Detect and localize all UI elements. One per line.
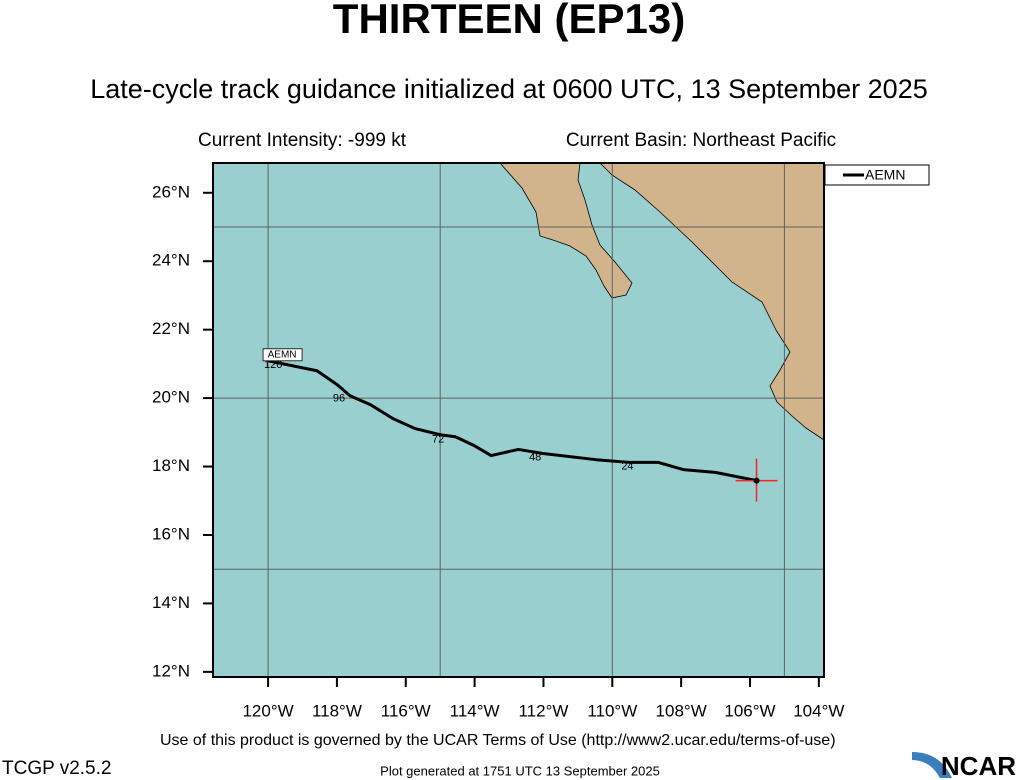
x-tick-label: 110°W <box>587 701 637 720</box>
hour-label: 96 <box>333 393 345 405</box>
y-tick-label: 24°N <box>152 251 190 270</box>
track-end-label-box <box>262 348 303 362</box>
title: THIRTEEN (EP13) <box>333 0 685 42</box>
hour-label: 24 <box>621 460 633 472</box>
info-intensity: Current Intensity: -999 kt <box>198 130 407 151</box>
hour-label: 120 <box>264 359 282 371</box>
x-tick-label: 120°W <box>242 701 293 720</box>
subtitle: Late-cycle track guidance initialized at… <box>90 74 927 104</box>
map-frame <box>212 162 825 678</box>
version: TCGP v2.5.2 <box>2 758 111 779</box>
legend-label: AEMN <box>865 167 905 183</box>
y-tick-label: 22°N <box>152 319 190 338</box>
y-tick-label: 16°N <box>152 524 190 543</box>
x-tick-label: 116°W <box>381 701 431 720</box>
current-position <box>753 477 760 484</box>
legend-box <box>824 164 930 186</box>
track-end-label: AEMN <box>268 349 297 360</box>
x-tick-label: 104°W <box>793 701 844 720</box>
hour-label: 48 <box>529 452 541 464</box>
mainland <box>599 162 825 441</box>
info-basin: Current Basin: Northeast Pacific <box>566 130 836 151</box>
track-line <box>267 359 757 483</box>
y-tick-label: 14°N <box>152 593 190 612</box>
footer: Use of this product is governed by the U… <box>160 732 836 749</box>
logo: NCAR <box>941 751 1016 780</box>
y-tick-label: 12°N <box>152 661 190 680</box>
logo-mark <box>912 752 952 778</box>
hour-label: 72 <box>432 433 444 445</box>
generated: Plot generated at 1751 UTC 13 September … <box>380 763 660 778</box>
x-tick-label: 108°W <box>656 701 707 720</box>
x-tick-label: 118°W <box>312 701 362 720</box>
x-tick-label: 114°W <box>450 701 500 720</box>
y-tick-label: 18°N <box>152 456 190 475</box>
y-tick-label: 26°N <box>152 182 190 201</box>
grid <box>213 163 824 677</box>
y-tick-label: 20°N <box>152 388 190 407</box>
x-tick-label: 106°W <box>724 701 775 720</box>
x-tick-label: 112°W <box>518 701 568 720</box>
